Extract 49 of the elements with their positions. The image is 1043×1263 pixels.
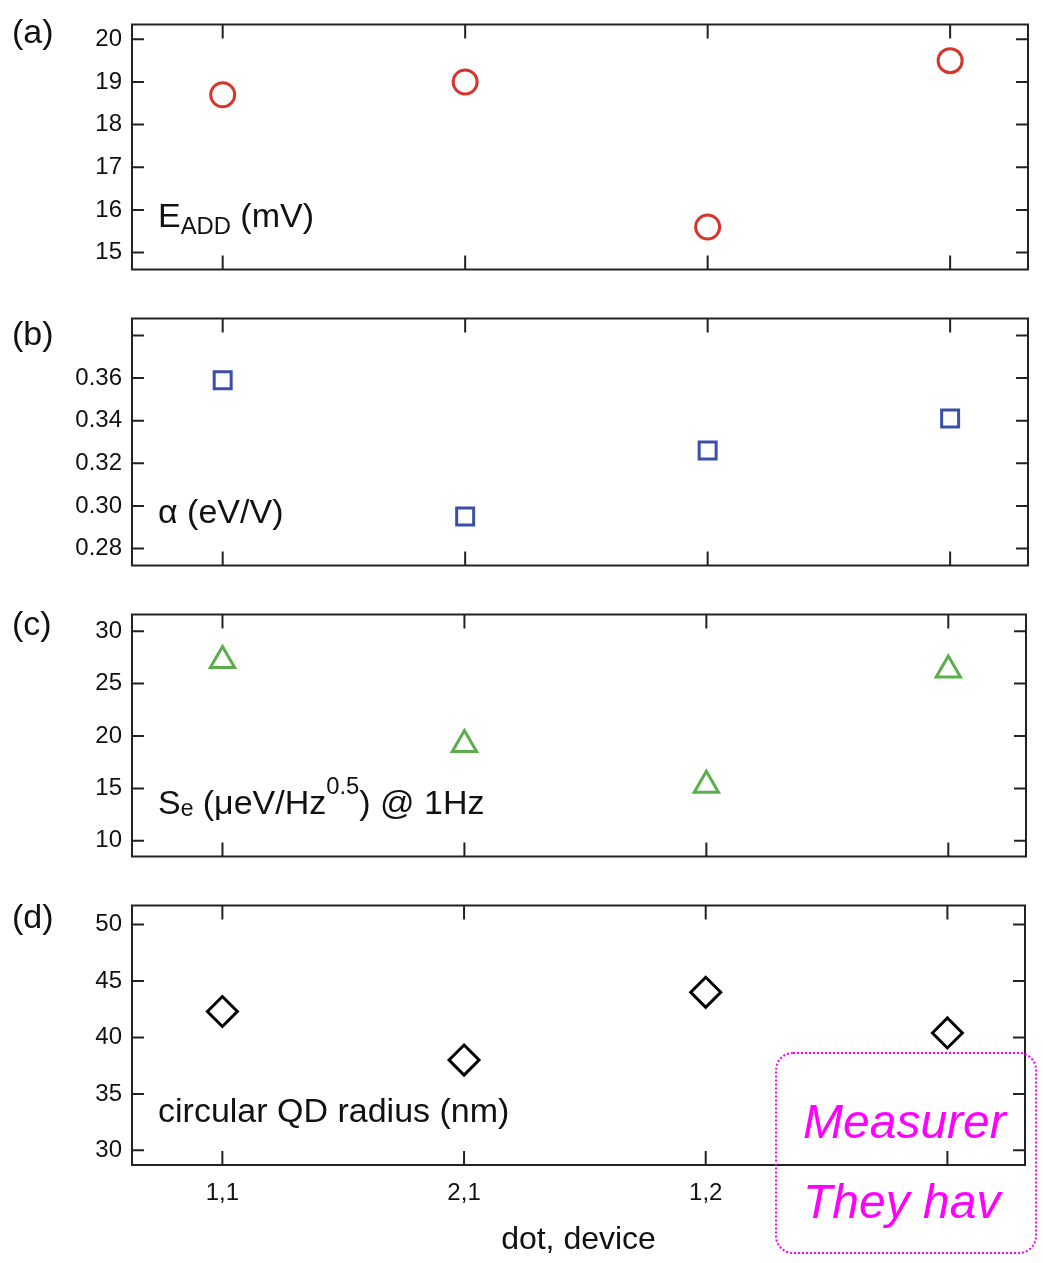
callout-box: Measurer They hav bbox=[775, 1052, 1037, 1254]
chart-title: (d) bbox=[12, 896, 54, 935]
y-tick-label: 20 bbox=[95, 23, 122, 51]
y-tick-label: 15 bbox=[95, 237, 122, 265]
x-tick-label: 1,2 bbox=[689, 1178, 723, 1206]
y-tick-label: 17 bbox=[95, 151, 122, 179]
chart-title: (c) bbox=[12, 603, 52, 642]
x-tick-label: 2,1 bbox=[447, 1178, 481, 1206]
point bbox=[451, 68, 479, 96]
y-tick-label: 30 bbox=[95, 1134, 122, 1162]
point bbox=[689, 975, 723, 1009]
y-tick-label: 50 bbox=[95, 909, 122, 937]
y-tick-label: 18 bbox=[95, 109, 122, 137]
y-tick-label: 40 bbox=[95, 1022, 122, 1050]
y-tick-label: 35 bbox=[95, 1078, 122, 1106]
x-axis-title: dot, device bbox=[501, 1219, 656, 1256]
point bbox=[450, 728, 479, 753]
point bbox=[694, 213, 722, 241]
y-axis-title: circular QD radius (nm) bbox=[158, 1091, 510, 1130]
annotation: Measurer bbox=[803, 1094, 1009, 1150]
y-tick-label: 15 bbox=[95, 773, 122, 801]
point bbox=[208, 645, 237, 670]
point bbox=[934, 654, 962, 679]
point bbox=[205, 995, 239, 1028]
y-tick-label: 25 bbox=[95, 668, 122, 696]
y-axis-title: α (eV/V) bbox=[158, 491, 284, 530]
point bbox=[455, 506, 476, 527]
point bbox=[936, 47, 964, 75]
y-tick-label: 0.36 bbox=[75, 362, 122, 390]
point bbox=[692, 769, 720, 794]
chart-title: (a) bbox=[12, 11, 54, 50]
y-tick-label: 20 bbox=[95, 720, 122, 748]
y-tick-label: 16 bbox=[95, 194, 122, 222]
point bbox=[940, 408, 961, 429]
y-tick-label: 0.34 bbox=[75, 405, 122, 433]
point bbox=[930, 1016, 964, 1050]
y-tick-label: 30 bbox=[95, 615, 122, 643]
y-tick-label: 0.28 bbox=[75, 533, 122, 561]
point bbox=[447, 1043, 481, 1077]
point bbox=[212, 370, 233, 391]
y-tick-label: 0.32 bbox=[75, 447, 122, 475]
y-tick-label: 0.30 bbox=[75, 490, 122, 518]
point bbox=[209, 81, 237, 109]
x-tick-label: 1,1 bbox=[205, 1178, 240, 1206]
y-tick-label: 19 bbox=[95, 66, 122, 94]
y-tick-label: 10 bbox=[95, 825, 122, 853]
y-tick-label: 45 bbox=[95, 965, 122, 993]
chart-title: (b) bbox=[12, 313, 54, 352]
point bbox=[697, 440, 718, 461]
